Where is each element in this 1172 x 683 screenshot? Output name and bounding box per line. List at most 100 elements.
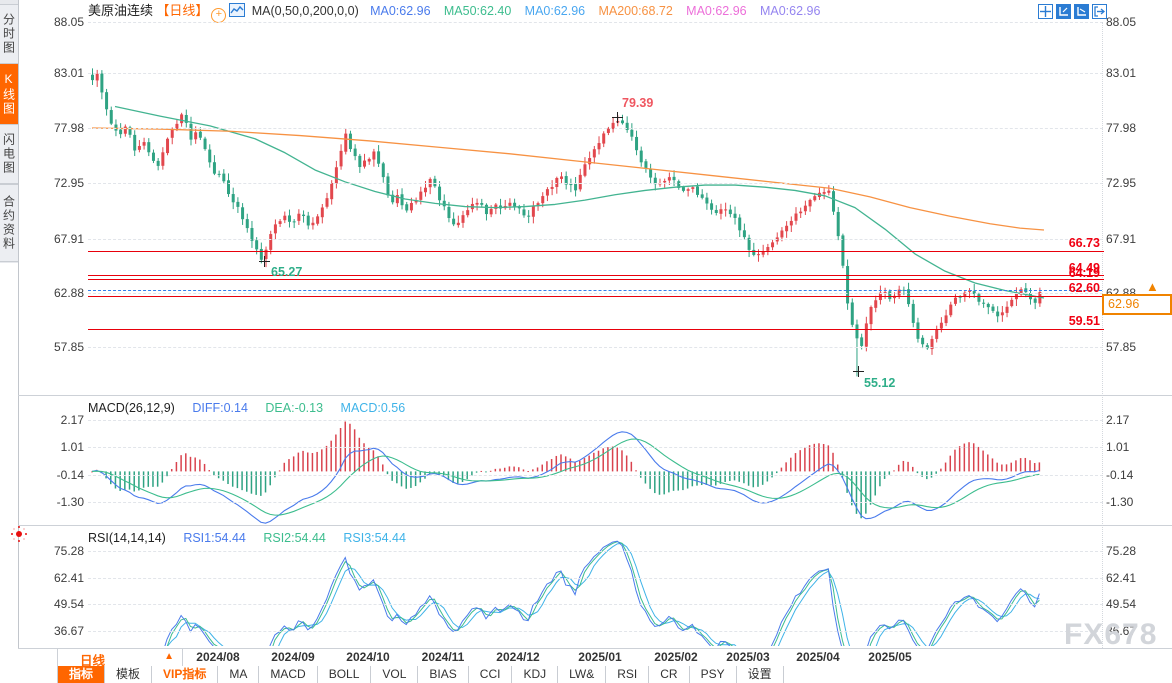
axis-tick-label: 57.85 — [1106, 340, 1137, 354]
gridline — [88, 420, 1103, 421]
toolbar-kdj-button[interactable]: KDJ — [512, 666, 559, 683]
level-label-59.51: 59.51 — [1068, 314, 1100, 328]
sidebar-tab-contract-info[interactable]: 合约资料 — [0, 184, 18, 262]
axis-tick-label: 49.54 — [1106, 597, 1137, 611]
rsi-header: RSI(14,14,14) RSI1:54.44 RSI2:54.44 RSI3… — [88, 531, 420, 545]
gridline — [88, 604, 1103, 605]
macd-title: MACD(26,12,9) — [88, 401, 175, 415]
date-label-2025-03: 2025/03 — [726, 650, 770, 664]
axis-tick-label: 36.67 — [1106, 624, 1137, 638]
current-price-tag: 62.96 — [1102, 294, 1172, 315]
toolbar-template-button[interactable]: 模板 — [105, 666, 153, 683]
toolbar-cr-button[interactable]: CR — [649, 666, 690, 683]
date-label-2024-11: 2024/11 — [421, 650, 465, 664]
axis-tick-label: 57.85 — [53, 340, 84, 354]
gridline — [88, 631, 1103, 632]
gridline — [88, 183, 1103, 184]
indicator-toolbar: 指标 模板 VIP指标 MA MACD BOLL VOL BIAS CCI KD… — [18, 666, 1172, 683]
axis-tick-label: 72.95 — [1106, 176, 1137, 190]
gridline — [88, 551, 1103, 552]
annotation-low-55.12: 55.12 — [864, 376, 896, 390]
toolbar-boll-button[interactable]: BOLL — [318, 666, 372, 683]
axis-tick-label: 75.28 — [1106, 544, 1137, 558]
axis-tick-label: 1.01 — [1106, 440, 1130, 454]
y-axis-zoom-icon[interactable] — [1056, 4, 1071, 19]
price-marker-high — [612, 112, 623, 123]
exit-panel-icon[interactable] — [1092, 4, 1107, 19]
ma50-value: MA50:62.40 — [443, 4, 512, 18]
level-line-59.51 — [88, 329, 1104, 330]
macd-panel-divider — [18, 395, 1172, 396]
period-tag[interactable]: 【日线】 — [156, 3, 209, 18]
toolbar-ma-button[interactable]: MA — [218, 666, 260, 683]
axis-tick-label: 83.01 — [53, 66, 84, 80]
gridline — [88, 347, 1103, 348]
gridline — [88, 447, 1103, 448]
x-axis-zoom-icon[interactable] — [1074, 4, 1089, 19]
sidebar-tab-timeshare[interactable]: 分时图 — [0, 4, 18, 64]
x-axis-row: 日线 ▲ 2024/08 2024/09 2024/10 2024/11 202… — [18, 648, 1172, 668]
gridline — [88, 73, 1103, 74]
alert-blink-icon[interactable] — [11, 526, 27, 542]
axis-tick-label: 88.05 — [53, 15, 84, 29]
axis-tick-label: 49.54 — [53, 597, 84, 611]
macd-diff-value: DIFF:0.14 — [192, 401, 248, 415]
toolbar-settings-button[interactable]: 设置 — [737, 666, 784, 683]
axis-tick-label: 72.95 — [53, 176, 84, 190]
axis-tick-label: 1.01 — [60, 440, 84, 454]
instrument-title: 美原油连续 — [88, 3, 154, 18]
axis-tick-label: 83.01 — [1106, 66, 1137, 80]
date-label-2025-01: 2025/01 — [578, 650, 622, 664]
gridline — [88, 128, 1103, 129]
date-label-2025-04: 2025/04 — [796, 650, 840, 664]
macd-dea-value: DEA:-0.13 — [265, 401, 324, 415]
level-label-62.60: 62.60 — [1068, 281, 1100, 295]
axis-tick-label: -1.30 — [1106, 495, 1134, 509]
ma-indicator-icon[interactable] — [229, 3, 246, 17]
toolbar-vip-indicator-button[interactable]: VIP指标 — [152, 666, 219, 683]
price-marker-low-2 — [853, 366, 864, 377]
toolbar-macd-button[interactable]: MACD — [259, 666, 318, 683]
level-line-64.19 — [88, 279, 1104, 280]
date-label-2024-08: 2024/08 — [196, 650, 240, 664]
price-marker-low-1 — [259, 256, 270, 267]
ma0-value-3: MA0:62.96 — [686, 4, 747, 18]
sidebar-tab-lightning[interactable]: 闪电图 — [0, 124, 18, 184]
rsi2-value: RSI2:54.44 — [263, 531, 326, 545]
axis-tick-label: 62.88 — [53, 286, 84, 300]
current-price-dashed-line — [88, 290, 1102, 291]
level-line-64.49 — [88, 275, 1104, 276]
toolbar-rsi-button[interactable]: RSI — [606, 666, 650, 683]
axis-tick-label: 2.17 — [1106, 413, 1130, 427]
axis-tick-label: 67.91 — [53, 232, 84, 246]
date-label-2024-09: 2024/09 — [271, 650, 315, 664]
axis-tick-label: 2.17 — [60, 413, 84, 427]
ma0-value: MA0:62.96 — [370, 4, 431, 18]
axis-tick-label: 88.05 — [1106, 15, 1137, 29]
gridline — [88, 22, 1103, 23]
toolbar-lw-button[interactable]: LW& — [558, 666, 607, 683]
toolbar-psy-button[interactable]: PSY — [690, 666, 737, 683]
toolbar-cci-button[interactable]: CCI — [469, 666, 513, 683]
toolbar-bias-button[interactable]: BIAS — [418, 666, 469, 683]
plot-right-border — [1102, 22, 1103, 648]
scroll-to-latest-arrow[interactable]: ▲ — [1146, 279, 1159, 294]
chart-tools — [1038, 4, 1107, 19]
sidebar-tab-kline[interactable]: K线图 — [0, 64, 18, 124]
annotation-high-79.39: 79.39 — [622, 96, 654, 110]
period-cell[interactable]: 日线 ▲ — [57, 649, 183, 668]
axis-tick-label: 75.28 — [53, 544, 84, 558]
date-label-2024-12: 2024/12 — [496, 650, 540, 664]
period-label: 日线 — [80, 654, 106, 668]
toolbar-vol-button[interactable]: VOL — [371, 666, 419, 683]
toolbar-indicator-button[interactable]: 指标 — [57, 666, 106, 683]
period-dropdown-arrow[interactable]: ▲ — [164, 651, 174, 662]
crosshair-icon[interactable] — [1038, 4, 1053, 19]
axis-tick-label: 77.98 — [1106, 121, 1137, 135]
axis-tick-label: 62.41 — [53, 571, 84, 585]
gridline — [88, 293, 1103, 294]
gridline — [88, 578, 1103, 579]
axis-tick-label: -0.14 — [56, 468, 84, 482]
annotation-low-65.27: 65.27 — [271, 265, 303, 279]
